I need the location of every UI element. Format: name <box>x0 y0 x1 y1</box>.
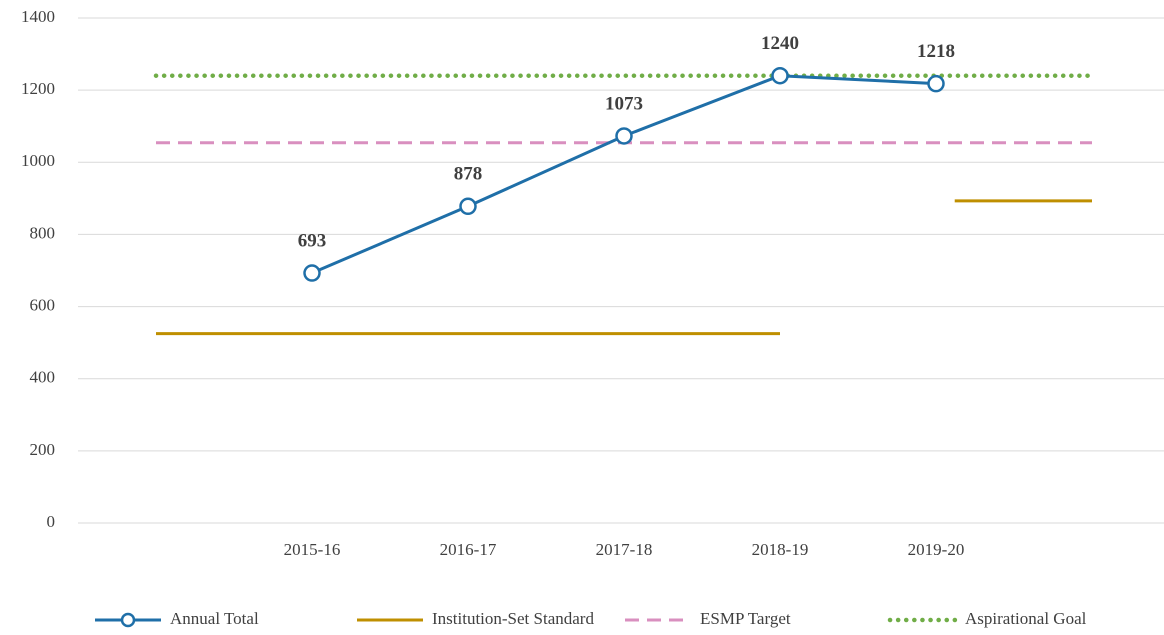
data-label: 878 <box>454 164 483 185</box>
point-marker <box>771 66 789 85</box>
point-marker <box>927 74 945 93</box>
y-tick-label: 400 <box>30 368 56 387</box>
data-label: 693 <box>298 230 327 251</box>
x-tick-label: 2015-16 <box>284 540 341 559</box>
x-tick-label: 2019-20 <box>908 540 965 559</box>
legend-label: ESMP Target <box>700 609 791 628</box>
y-tick-label: 200 <box>30 440 56 459</box>
legend-label: Aspirational Goal <box>965 609 1087 628</box>
x-tick-label: 2017-18 <box>596 540 653 559</box>
x-tick-label: 2016-17 <box>440 540 497 559</box>
point-marker <box>303 264 321 282</box>
y-tick-label: 1000 <box>21 151 55 170</box>
y-tick-label: 0 <box>47 512 56 531</box>
y-tick-label: 800 <box>30 223 56 242</box>
legend-label: Institution-Set Standard <box>432 609 594 628</box>
point-marker <box>615 127 633 145</box>
data-label: 1073 <box>605 93 643 114</box>
y-tick-label: 1200 <box>21 79 55 98</box>
legend-marker <box>120 612 136 628</box>
x-tick-label: 2018-19 <box>752 540 809 559</box>
y-tick-label: 1400 <box>21 7 55 26</box>
legend-label: Annual Total <box>170 609 259 628</box>
y-tick-label: 600 <box>30 295 56 314</box>
data-label: 1240 <box>761 33 799 54</box>
data-label: 1218 <box>917 41 955 62</box>
point-marker <box>459 197 477 216</box>
